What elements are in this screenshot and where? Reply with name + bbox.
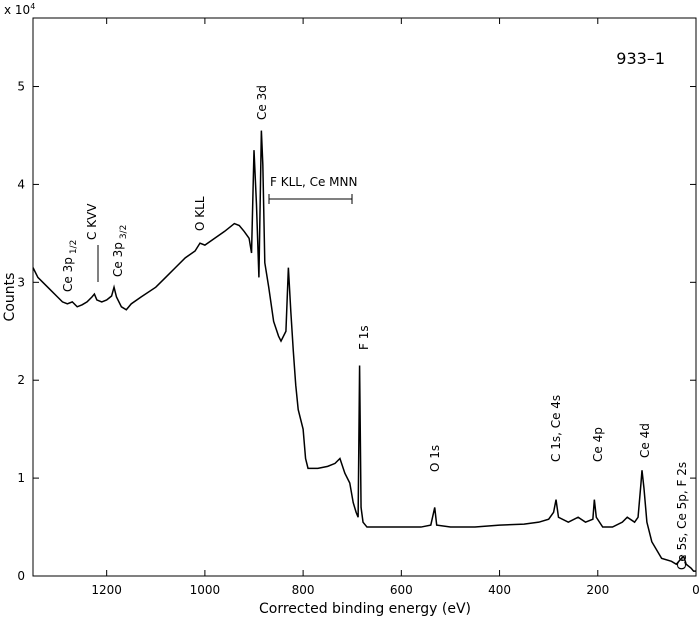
y-tick-label: 4 — [17, 177, 25, 191]
peak-annotation: F 1s — [357, 325, 371, 350]
annotation-label: Ce 3p — [111, 242, 125, 277]
annotation-label: F 1s — [357, 325, 371, 350]
multiplier-exponent: 4 — [30, 2, 35, 11]
y-tick-label: 3 — [17, 275, 25, 289]
peak-annotation: Ce 3p 3/2 — [111, 225, 129, 277]
annotation-label: O KLL — [193, 196, 207, 231]
peak-annotation: Ce 3d — [255, 85, 269, 120]
annotation-label: C KVV — [85, 203, 99, 240]
sample-label: 933–1 — [616, 49, 665, 68]
x-tick-label: 200 — [586, 583, 609, 597]
y-tick-label: 0 — [17, 569, 25, 583]
peak-annotation: Ce 5s, Ce 5p, F 2s — [675, 462, 689, 570]
annotation-label: C 1s, Ce 4s — [549, 395, 563, 462]
annotation-label: Ce 3d — [255, 85, 269, 120]
x-tick-label: 400 — [488, 583, 511, 597]
peak-annotation: Ce 4d — [638, 423, 652, 458]
peak-annotation: O 1s — [428, 445, 442, 472]
annotation-label: F KLL, Ce MNN — [270, 175, 357, 189]
peak-annotation: C KVV — [85, 203, 99, 240]
x-tick-label: 1000 — [190, 583, 221, 597]
x-tick-label: 1200 — [91, 583, 122, 597]
peak-annotation: Ce 3p 1/2 — [61, 240, 79, 292]
y-tick-label: 5 — [17, 80, 25, 94]
f-kll-bracket — [268, 194, 353, 204]
annotation-subscript: 1/2 — [69, 240, 79, 254]
peak-annotation: C 1s, Ce 4s — [549, 395, 563, 462]
y-multiplier: x 104 — [4, 2, 35, 17]
annotation-label: Ce 4p — [591, 427, 605, 462]
peak-annotation: F KLL, Ce MNN — [270, 175, 357, 189]
x-tick-label: 600 — [390, 583, 413, 597]
annotation-label: O 1s — [428, 445, 442, 472]
y-tick-label: 2 — [17, 373, 25, 387]
y-tick-label: 1 — [17, 471, 25, 485]
spectrum-line — [32, 130, 696, 572]
annotation-label: Ce 3p — [61, 257, 75, 292]
y-axis-label: Counts — [2, 273, 18, 322]
x-tick-label: 0 — [692, 583, 700, 597]
multiplier-base: x 10 — [4, 3, 30, 17]
annotation-subscript: 3/2 — [119, 225, 129, 239]
x-tick-label: 800 — [292, 583, 315, 597]
annotation-label: Ce 5s, Ce 5p, F 2s — [675, 462, 689, 570]
x-axis-label: Corrected binding energy (eV) — [259, 601, 471, 617]
peak-annotation: O KLL — [193, 196, 207, 231]
peak-annotation: Ce 4p — [591, 427, 605, 462]
annotation-label: Ce 4d — [638, 423, 652, 458]
plot-frame — [32, 17, 697, 577]
